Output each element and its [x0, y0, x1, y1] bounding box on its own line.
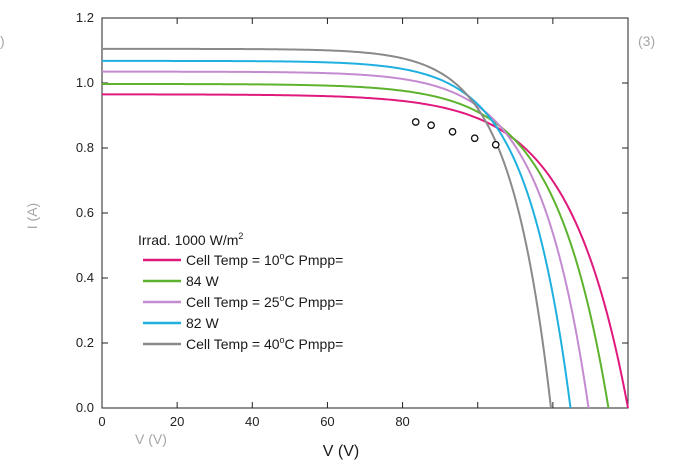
y-tick-labels: 0.0 0.2 0.4 0.6 0.8 1.0 1.2 [76, 10, 94, 415]
y-tick-label: 0.6 [76, 205, 94, 220]
mpp-point-2 [472, 135, 478, 141]
grey-x-axis-label: V (V) [135, 431, 167, 447]
mpp-point-5 [413, 119, 419, 125]
x-tick-label: 80 [395, 414, 409, 429]
legend-entry-5: Cell Temp = 40oC Pmpp= [186, 335, 343, 352]
legend: Irrad. 1000 W/m2 Cell Temp = 10oC Pmpp= 8… [138, 231, 343, 352]
y-tick-label: 0.0 [76, 400, 94, 415]
iv-curves [102, 49, 628, 408]
y-tick-label: 1.0 [76, 75, 94, 90]
legend-entry-2: 84 W [186, 273, 219, 289]
mpp-point-1 [493, 142, 499, 148]
x-tick-label: 0 [98, 414, 105, 429]
legend-title-superscript: 2 [238, 231, 243, 241]
y-tick-label: 0.8 [76, 140, 94, 155]
legend-title: Irrad. 1000 W/m2 [138, 231, 243, 248]
mpp-point-3 [449, 129, 455, 135]
series-line-5 [102, 49, 551, 408]
plot-frame [102, 18, 628, 408]
x-axis-label: V (V) [323, 443, 359, 460]
grey-y-axis-label: I (A) [24, 203, 40, 229]
y-tick-label: 1.2 [76, 10, 94, 25]
legend-entry-1: Cell Temp = 10oC Pmpp= [186, 251, 343, 268]
corner-label-right: (3) [638, 33, 655, 49]
x-tick-label: 40 [245, 414, 259, 429]
y-tick-label: 0.4 [76, 270, 94, 285]
corner-label-left: ) [0, 33, 5, 49]
y-tick-label: 0.2 [76, 335, 94, 350]
legend-entry-3: Cell Temp = 25oC Pmpp= [186, 293, 343, 310]
mpp-point-4 [428, 122, 434, 128]
x-tick-label: 20 [170, 414, 184, 429]
x-tick-labels: 0 20 40 60 80 [98, 414, 409, 429]
legend-entry-4: 82 W [186, 315, 219, 331]
series-line-1 [102, 94, 628, 408]
legend-title-text: Irrad. 1000 W/m [138, 232, 238, 248]
axis-ticks [102, 18, 628, 408]
x-tick-label: 60 [320, 414, 334, 429]
